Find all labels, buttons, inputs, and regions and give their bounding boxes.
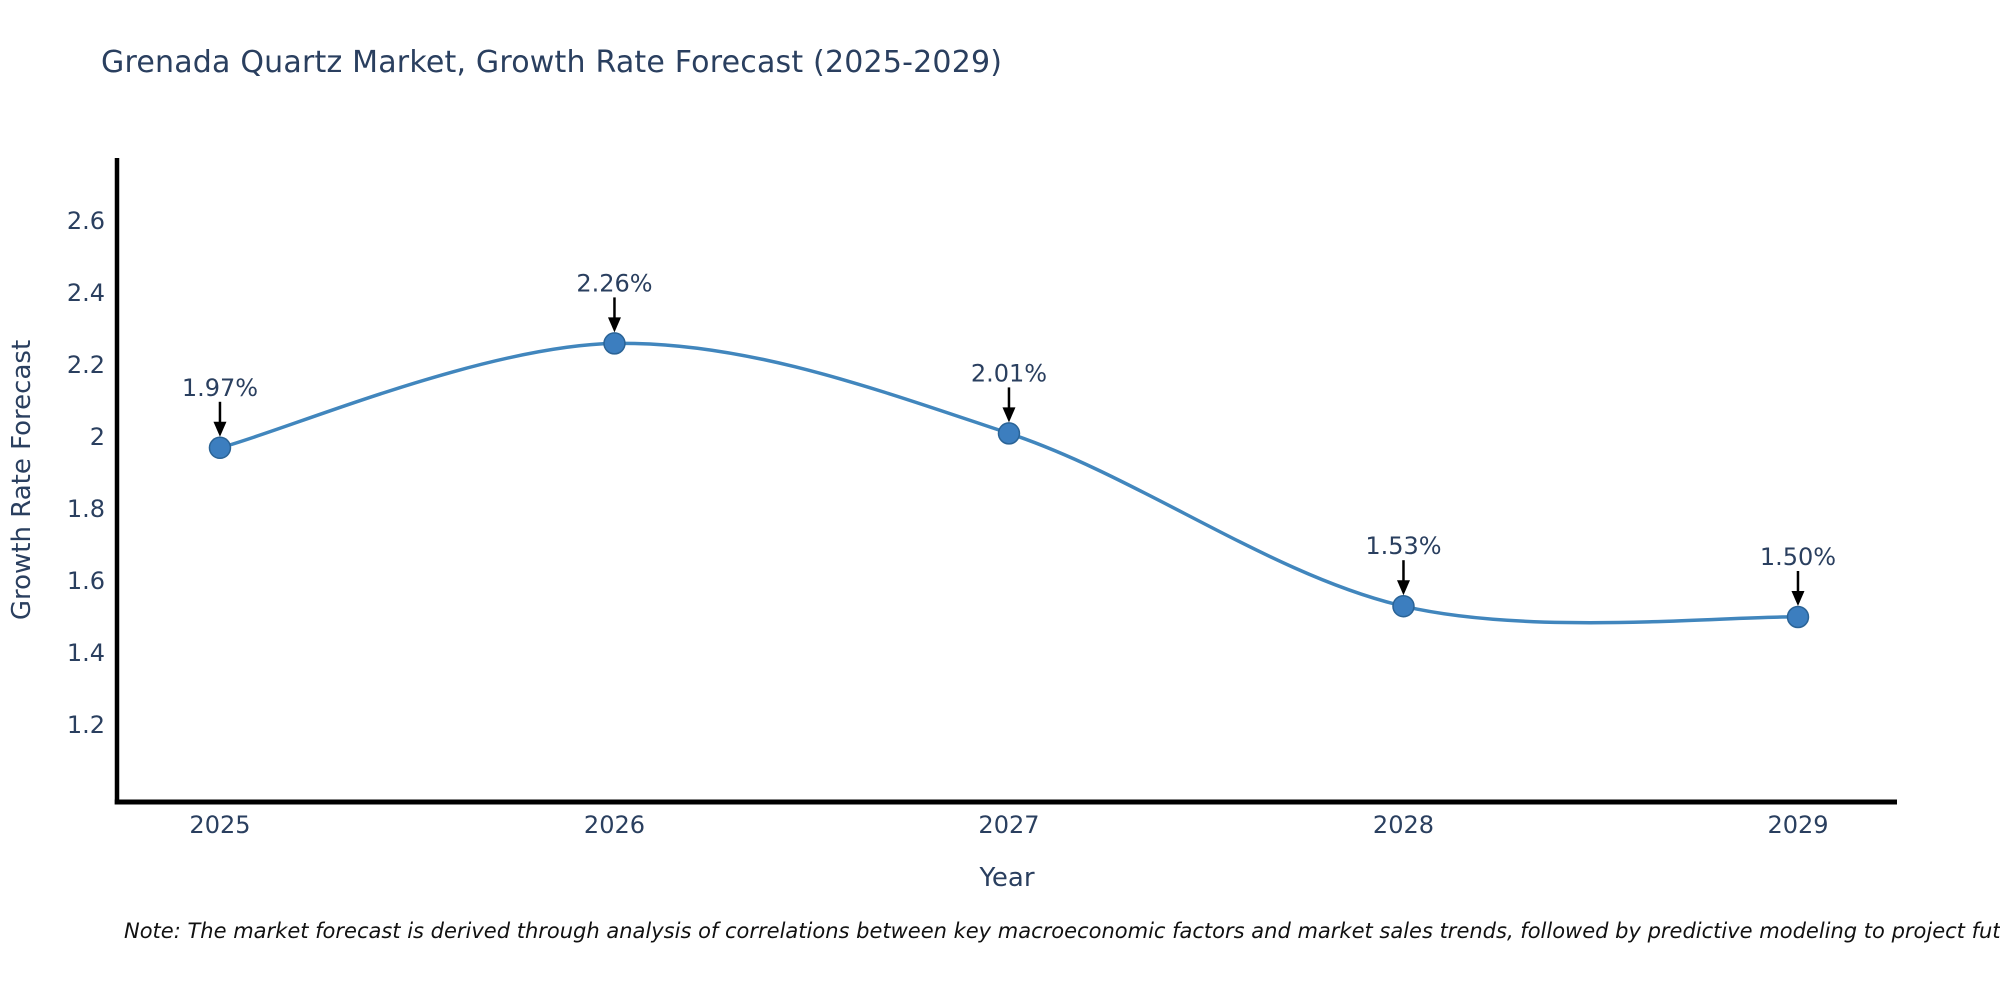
x-tick-label: 2028 <box>1373 811 1434 839</box>
y-axis-title: Growth Rate Forecast <box>7 340 37 620</box>
x-tick-label: 2027 <box>978 811 1039 839</box>
point-value-label: 1.97% <box>182 374 258 402</box>
y-tick-label: 1.4 <box>67 639 105 667</box>
data-point-2025 <box>208 436 232 460</box>
y-tick-label: 1.6 <box>67 567 105 595</box>
data-point-2029 <box>1786 605 1810 629</box>
annotation-arrowhead <box>1002 407 1016 423</box>
data-point-2028 <box>1392 594 1415 618</box>
y-tick-label: 2.6 <box>67 207 105 235</box>
annotation-arrowhead <box>1791 590 1805 606</box>
y-tick-label: 2 <box>90 423 105 451</box>
x-tick-label: 2026 <box>584 811 645 839</box>
y-tick-label: 1.2 <box>67 711 105 739</box>
point-value-label: 2.26% <box>576 269 652 297</box>
data-point-2027 <box>997 422 1021 445</box>
point-value-label: 1.53% <box>1365 532 1441 560</box>
x-tick-label: 2029 <box>1767 811 1828 839</box>
x-axis-title: Year <box>978 863 1034 893</box>
y-tick-label: 2.4 <box>67 279 105 307</box>
annotation-arrowhead <box>607 317 621 333</box>
x-tick-label: 2025 <box>189 811 250 839</box>
annotation-arrowhead <box>213 421 227 437</box>
annotation-arrowhead <box>1396 580 1410 596</box>
point-value-label: 2.01% <box>971 359 1047 387</box>
data-point-2026 <box>603 332 626 355</box>
y-tick-label: 1.8 <box>67 495 105 523</box>
chart-title: Grenada Quartz Market, Growth Rate Forec… <box>101 45 1003 80</box>
y-tick-label: 2.2 <box>67 351 105 379</box>
point-value-label: 1.50% <box>1760 543 1836 571</box>
footnote: Note: The market forecast is derived thr… <box>124 919 2000 943</box>
